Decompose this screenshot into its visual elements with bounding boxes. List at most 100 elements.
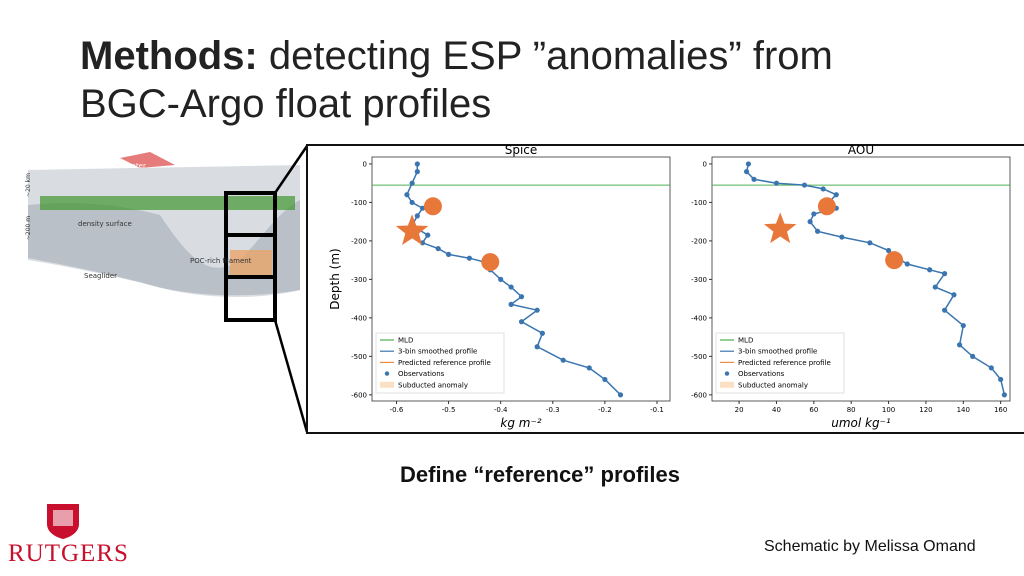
observation (409, 199, 415, 206)
schematic-label: POC-rich filament (190, 257, 252, 265)
observation (833, 192, 839, 198)
y-tick-label: -400 (351, 314, 367, 322)
observation (617, 392, 624, 398)
x-axis-label: kg m⁻² (500, 416, 541, 430)
y-tick-label: -200 (351, 237, 367, 245)
observation (951, 292, 957, 298)
profile-box (224, 275, 277, 322)
legend-label: 3-bin smoothed profile (398, 348, 477, 356)
observation (867, 240, 873, 246)
legend: MLD 3-bin smoothed profile Predicted refer… (375, 332, 505, 394)
x-tick-label: -0.1 (650, 406, 664, 414)
title-bold: Methods: (80, 34, 258, 78)
title-line-1: Methods: detecting ESP ”anomalies” from (80, 34, 833, 79)
observation (932, 284, 938, 290)
legend: MLD 3-bin smoothed profile Predicted refer… (715, 332, 845, 394)
observation (960, 322, 966, 329)
anomaly-circle (885, 251, 904, 270)
observation (409, 180, 415, 186)
anomaly-circle (817, 197, 836, 216)
observation (508, 301, 514, 308)
observation (807, 219, 813, 225)
observation (956, 342, 963, 348)
legend-label: MLD (398, 337, 413, 345)
x-tick-label: 100 (882, 406, 895, 414)
observation (801, 182, 808, 188)
y-tick-label: -300 (351, 276, 367, 284)
legend-swatch (380, 381, 394, 388)
y-tick-label: 0 (703, 160, 707, 168)
x-tick-label: -0.4 (494, 406, 508, 414)
caption: Define “reference” profiles (400, 462, 680, 487)
schematic-label: Seaglider (84, 272, 117, 280)
y-tick-label: -600 (691, 391, 707, 399)
y-tick-label: -100 (351, 199, 367, 207)
observation (743, 169, 750, 175)
observation (1001, 392, 1007, 398)
observation (534, 307, 540, 313)
observation (414, 169, 420, 175)
legend-label: 3-bin smoothed profile (738, 348, 817, 356)
observation (534, 344, 540, 350)
legend-label: MLD (738, 337, 753, 345)
observation (466, 255, 473, 261)
observation (539, 330, 545, 336)
title-line-2: BGC-Argo float profiles (80, 82, 492, 126)
observation (942, 271, 948, 277)
observation (988, 365, 994, 371)
y-axis-label: Depth (m) (328, 248, 342, 309)
legend-label: Observations (738, 370, 785, 378)
y-tick-label: 0 (363, 160, 367, 168)
x-tick-label: -0.3 (546, 406, 560, 414)
y-tick-label: -500 (691, 353, 707, 361)
legend-label: Observations (398, 370, 445, 378)
observation (414, 161, 420, 167)
anomaly-circle (481, 253, 500, 272)
observation (518, 294, 525, 300)
legend-label: Subducted anomaly (738, 381, 808, 389)
observation (751, 176, 757, 182)
observation (586, 365, 592, 371)
x-tick-label: 20 (735, 406, 744, 414)
schematic-label: density surface (78, 220, 132, 228)
observation (404, 192, 410, 198)
title-rest: detecting ESP ”anomalies” from (268, 34, 833, 78)
x-tick-label: 120 (919, 406, 932, 414)
x-tick-label: -0.6 (390, 406, 404, 414)
y-tick-label: -300 (691, 276, 707, 284)
schematic-label: ~20 km (25, 173, 32, 197)
observation (425, 232, 431, 238)
legend-swatch (384, 371, 390, 376)
x-tick-label: 80 (847, 406, 856, 414)
schematic-label: ~200 m (25, 216, 32, 240)
observation (970, 353, 976, 359)
schematic-filament (230, 250, 272, 275)
legend-box (375, 332, 505, 394)
anomaly-circle (423, 197, 442, 216)
observation (445, 251, 452, 257)
legend-swatch (720, 381, 734, 388)
schematic-arrow (120, 152, 175, 168)
y-tick-label: -500 (351, 353, 367, 361)
observation (811, 211, 817, 217)
legend-label: Predicted reference profile (398, 359, 491, 367)
observation (820, 186, 826, 192)
x-tick-label: 160 (994, 406, 1007, 414)
schematic-dots (40, 196, 295, 210)
observation (927, 267, 933, 273)
observation (419, 205, 426, 211)
observation (998, 376, 1004, 383)
observation (435, 245, 441, 252)
observation (839, 234, 845, 240)
observation (414, 213, 420, 219)
x-tick-label: -0.2 (598, 406, 612, 414)
observation (518, 319, 525, 325)
profile-line (745, 163, 1006, 395)
zoom-line (273, 145, 309, 194)
observation (885, 247, 892, 254)
logo-text: RUTGERS (8, 540, 129, 567)
x-tick-label: 40 (772, 406, 781, 414)
logo-shield (47, 504, 79, 539)
